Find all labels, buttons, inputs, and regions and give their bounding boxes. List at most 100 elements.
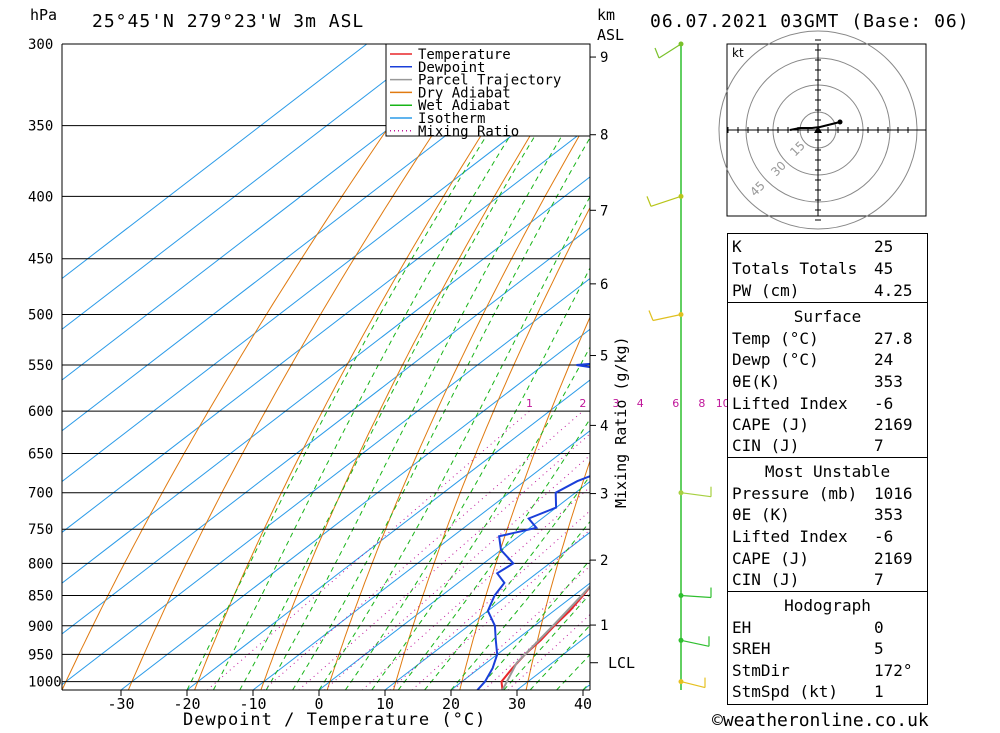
surface-panel: Surface Temp (°C) 27.8 Dewp (°C) 24 θE(K) 3… <box>727 302 928 458</box>
hodo-row-stmspd: StmSpd (kt) 1 <box>732 682 884 701</box>
dry-adiabat-line <box>924 44 1000 690</box>
mixing-ratio-line <box>507 613 590 690</box>
surface-row-cin: CIN (J) 7 <box>732 436 884 455</box>
index-row-pw: PW (cm) 4.25 <box>732 281 913 300</box>
mixing-ratio-tick-label: 6 <box>672 397 679 410</box>
surface-row-dewp: Dewp (°C) 24 <box>732 350 894 369</box>
pressure-tick-label: 800 <box>28 556 53 572</box>
x-tick-label: -20 <box>173 695 200 713</box>
wet-adiabat-line <box>186 44 547 690</box>
wet-adiabat-line <box>424 475 590 690</box>
wind-barb-flag <box>654 47 660 59</box>
surface-row-temp: Temp (°C) 27.8 <box>732 329 913 348</box>
wind-barb <box>650 195 682 207</box>
hodo-row-eh: EH 0 <box>732 618 884 637</box>
legend-label: Dewpoint <box>418 60 485 76</box>
legend-label: Mixing Ratio <box>418 124 519 140</box>
pressure-tick-label: 550 <box>28 358 53 374</box>
x-tick-label: 0 <box>314 695 323 713</box>
hodograph-trace <box>789 121 841 131</box>
isotherm-lines <box>62 44 590 690</box>
isotherm-line <box>62 44 434 330</box>
pressure-tick-label: 750 <box>28 522 53 538</box>
km-tick-label: 6 <box>600 277 608 293</box>
mixing-ratio-tick-label: 8 <box>698 397 705 410</box>
wet-adiabat-line <box>292 136 590 690</box>
isotherm-line <box>62 44 566 432</box>
mixing-ratio-tick-label: 3 <box>613 397 620 410</box>
wet-adiabat-line <box>239 46 590 690</box>
isotherm-line <box>62 227 590 635</box>
dry-adiabat-line <box>459 315 590 690</box>
mixing-ratio-tick-label: 10 <box>716 397 730 410</box>
dry-adiabat-line <box>393 206 590 690</box>
mixing-ratio-line <box>411 529 590 690</box>
pressure-tick-label: 650 <box>28 446 53 462</box>
mu-row-cin: CIN (J) 7 <box>732 570 884 589</box>
wet-adiabat-line <box>371 346 590 690</box>
mixing-ratio-line <box>483 592 590 690</box>
legend-label: Parcel Trajectory <box>418 73 561 89</box>
isotherm-line <box>120 328 590 690</box>
isotherm-line <box>62 74 590 483</box>
mu-row-li: Lifted Index -6 <box>732 527 894 546</box>
wet-adiabat-line <box>265 87 590 690</box>
wind-barb <box>680 639 710 647</box>
legend-label: Isotherm <box>418 111 485 127</box>
pressure-tick-label: 900 <box>28 619 53 635</box>
x-tick-label: -10 <box>239 695 266 713</box>
km-tick-label: 5 <box>600 349 608 365</box>
legend-label: Temperature <box>418 47 511 63</box>
mixing-ratio-axis-title: Mixing Ratio (g/kg) <box>612 336 630 508</box>
mu-row-thetae: θE (K) 353 <box>732 505 903 524</box>
parcel-trajectory-line <box>501 584 590 690</box>
most-unstable-panel: Most Unstable Pressure (mb) 1016 θE (K) 35… <box>727 457 928 592</box>
mixing-ratio-line <box>453 565 590 690</box>
location-title: 25°45'N 279°23'W 3m ASL <box>92 11 365 32</box>
pressure-tick-label: 950 <box>28 647 53 663</box>
hodograph-endpoint <box>837 119 843 125</box>
footer-credit[interactable]: ©weatheronline.co.uk <box>712 710 929 731</box>
dry-adiabat-line <box>62 44 447 690</box>
legend-box <box>385 43 591 137</box>
legend-label: Dry Adiabat <box>418 85 511 101</box>
x-tick-label: 20 <box>442 695 460 713</box>
profile-series <box>476 362 590 690</box>
isotherm-line <box>62 44 500 381</box>
mixing-ratio-tick-label: 2 <box>579 397 586 410</box>
wet-adiabat-line <box>397 418 590 690</box>
km-tick-label: 3 <box>600 487 608 503</box>
copyright-icon: © <box>712 710 723 731</box>
surface-row-thetae: θE(K) 353 <box>732 372 903 391</box>
wind-barb-flag <box>646 196 652 207</box>
most-unstable-title: Most Unstable <box>764 462 891 481</box>
wind-barb <box>652 313 682 322</box>
surface-title: Surface <box>793 307 862 326</box>
surface-row-cape: CAPE (J) 2169 <box>732 415 913 434</box>
pressure-tick-label: 850 <box>28 589 53 605</box>
pressure-tick-label: 350 <box>28 119 53 135</box>
isotherm-line <box>62 125 590 533</box>
wind-barb-flag <box>648 310 654 321</box>
dewpoint-line <box>476 362 590 690</box>
pressure-tick-label: 300 <box>28 37 53 53</box>
km-tick-label: 8 <box>600 128 608 144</box>
indices-panel: K 25 Totals Totals 45 PW (cm) 4.25 <box>727 233 928 303</box>
km-tick-label: 7 <box>600 203 608 219</box>
mixing-ratio-line <box>263 410 584 690</box>
mixing-ratio-line <box>324 454 590 690</box>
datetime-title: 06.07.2021 03GMT (Base: 06) <box>650 11 970 32</box>
x-tick-label: -30 <box>107 695 134 713</box>
pressure-tick-label: 1000 <box>28 675 62 691</box>
legend-label: Wet Adiabat <box>418 98 511 114</box>
isotherm-line <box>62 277 590 686</box>
site-link[interactable]: weatheronline.co.uk <box>722 710 929 731</box>
lcl-label: LCL <box>608 653 636 672</box>
wet-adiabat-line <box>212 44 569 690</box>
isotherm-line <box>62 176 590 584</box>
wet-adiabat-line <box>318 195 590 690</box>
wet-adiabat-lines <box>186 44 590 690</box>
hodograph-stats-title: Hodograph <box>784 596 871 615</box>
km-tick-label: 4 <box>600 418 608 434</box>
